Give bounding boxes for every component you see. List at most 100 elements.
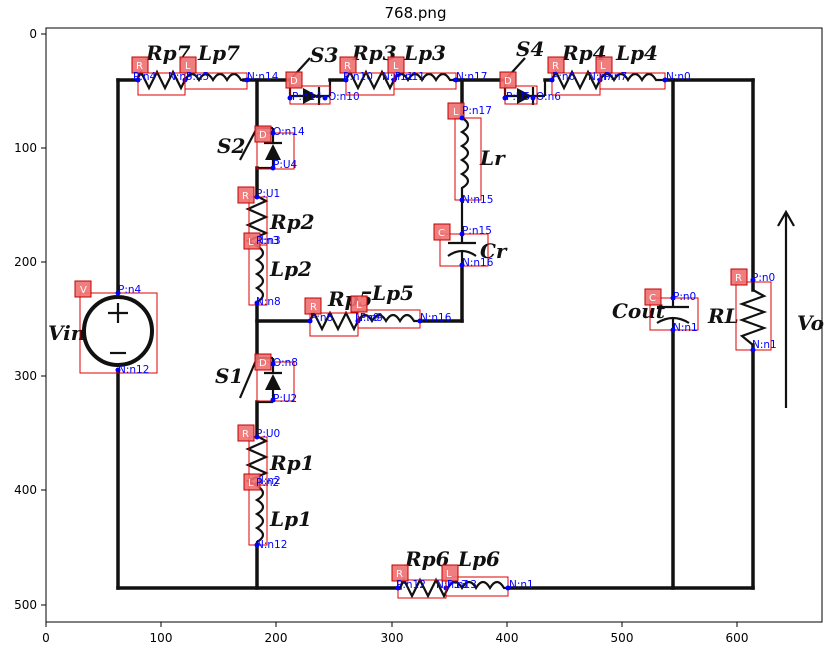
svg-text:P:U4: P:U4 — [273, 159, 298, 171]
y-axis: 0 100 200 300 400 500 — [14, 27, 46, 612]
y-tick-label: 500 — [14, 598, 37, 612]
label-lr: Lr — [479, 146, 506, 170]
svg-text:P:n8: P:n8 — [310, 312, 333, 324]
svg-text:R: R — [344, 61, 351, 72]
annotation-cr: C P:n15 N:n16 — [433, 223, 494, 269]
svg-text:R: R — [242, 429, 249, 440]
switch-s2: S2 — [217, 126, 282, 170]
figure-title: 768.png — [384, 4, 447, 22]
svg-text:N:n15: N:n15 — [462, 194, 493, 206]
label-vo: Vo — [797, 311, 824, 335]
svg-text:N:n5: N:n5 — [168, 71, 193, 83]
svg-text:P:n4: P:n4 — [133, 71, 157, 83]
x-tick-label: 400 — [496, 631, 519, 645]
y-tick-label: 300 — [14, 369, 37, 383]
svg-text:N:n14: N:n14 — [247, 71, 279, 83]
svg-text:L: L — [185, 61, 191, 72]
annotation-rl: R P:n0 N:n1 — [730, 268, 777, 353]
annotation-rp2: R P:U1 N:n3 — [237, 186, 281, 247]
svg-text:R: R — [552, 61, 559, 72]
svg-text:L: L — [248, 478, 254, 489]
svg-text:R: R — [735, 273, 742, 284]
svg-text:R: R — [310, 302, 317, 313]
annotation-s1-diode: D O:n8 P:U2 — [254, 353, 298, 405]
svg-text:N:n8: N:n8 — [256, 296, 281, 308]
svg-text:N:n1: N:n1 — [752, 339, 777, 351]
x-tick-label: 200 — [265, 631, 288, 645]
label-cr: Cr — [480, 239, 508, 263]
svg-text:N:n11: N:n11 — [382, 71, 413, 83]
label-lp5: Lp5 — [371, 281, 414, 305]
label-lp7: Lp7 — [197, 41, 240, 65]
svg-text:L: L — [453, 107, 459, 118]
inductor-lp2: Lp2 — [254, 245, 312, 305]
svg-text:P:n14: P:n14 — [292, 91, 322, 103]
inductor-lr: Lr — [459, 117, 506, 200]
svg-text:P:U0: P:U0 — [256, 428, 280, 440]
svg-text:P:n6: P:n6 — [552, 71, 576, 83]
svg-text:C: C — [438, 228, 445, 239]
svg-text:N:n17: N:n17 — [456, 71, 487, 83]
svg-text:P:n0: P:n0 — [752, 272, 775, 284]
inductor-lp6: Lp6 — [447, 547, 510, 591]
annotation-rp5: R P:n8 N:n9 — [304, 297, 380, 337]
annotation-lp5: L P:n9 N:n16 — [350, 295, 452, 329]
svg-text:R: R — [396, 569, 403, 580]
label-lp6: Lp6 — [457, 547, 500, 571]
annotation-rp1: R P:U0 N:n2 — [237, 424, 281, 487]
svg-text:O:n6: O:n6 — [536, 91, 561, 103]
svg-text:P:U5: P:U5 — [506, 91, 530, 103]
svg-text:R: R — [136, 61, 143, 72]
svg-text:L: L — [356, 300, 362, 311]
capacitor-cout: Cout — [612, 298, 690, 330]
annotation-s4-diode: D P:U5 O:n6 — [499, 71, 561, 105]
annotation-s2-diode: D O:n14 P:U4 — [254, 125, 305, 171]
svg-text:P:n15: P:n15 — [462, 225, 492, 237]
label-lp3: Lp3 — [403, 41, 446, 65]
svg-text:P:n7: P:n7 — [604, 71, 627, 83]
x-tick-label: 100 — [150, 631, 173, 645]
inductor-lp1: Lp1 — [254, 485, 312, 545]
svg-text:D: D — [290, 76, 298, 87]
resistor-rl: RL — [707, 289, 768, 346]
svg-text:C: C — [649, 293, 656, 304]
svg-text:N:n13: N:n13 — [436, 579, 467, 591]
svg-text:N:n16: N:n16 — [420, 312, 452, 324]
svg-text:L: L — [600, 61, 606, 72]
annotation-lp7: L P:n5 N:n14 — [179, 56, 279, 90]
svg-text:P:n17: P:n17 — [462, 105, 492, 117]
y-tick-label: 400 — [14, 483, 37, 497]
y-tick-label: 100 — [14, 141, 37, 155]
svg-text:L: L — [446, 569, 452, 580]
annotation-lp6: L P:n13 N:n1 — [441, 564, 534, 597]
inductor-lp5: Lp5 — [357, 281, 420, 324]
svg-text:P:n13: P:n13 — [447, 579, 477, 591]
svg-text:N:n3: N:n3 — [256, 235, 281, 247]
label-rp1: Rp1 — [269, 451, 315, 475]
svg-text:N:n12: N:n12 — [118, 364, 149, 376]
plot-frame — [45, 27, 823, 623]
svg-text:P:n0: P:n0 — [673, 291, 696, 303]
label-s2: S2 — [217, 134, 245, 158]
svg-text:N:n12: N:n12 — [256, 539, 287, 551]
svg-text:V: V — [80, 285, 87, 296]
annotation-lp3: L P:n11 N:n17 — [387, 56, 487, 90]
svg-text:O:n14: O:n14 — [273, 126, 305, 138]
x-tick-label: 500 — [611, 631, 634, 645]
svg-text:P:n12: P:n12 — [396, 579, 426, 591]
x-tick-label: 0 — [42, 631, 50, 645]
x-tick-label: 600 — [726, 631, 749, 645]
annotation-lp1: L P:n2 N:n12 — [243, 473, 287, 551]
annotation-rp3: R P:n10 N:n11 — [339, 56, 413, 96]
svg-text:P:n2: P:n2 — [256, 477, 279, 489]
svg-text:P:n3: P:n3 — [256, 235, 279, 247]
svg-text:O:n8: O:n8 — [273, 357, 298, 369]
svg-text:N:n2: N:n2 — [256, 475, 281, 487]
label-s1: S1 — [215, 364, 243, 388]
y-tick-label: 200 — [14, 255, 37, 269]
annotation-s3-diode: D P:n14 O:n10 — [285, 71, 360, 105]
svg-text:D: D — [259, 358, 267, 369]
voltage-source-vin: Vin — [48, 295, 154, 367]
resistor-rp6: Rp6 — [399, 547, 450, 599]
